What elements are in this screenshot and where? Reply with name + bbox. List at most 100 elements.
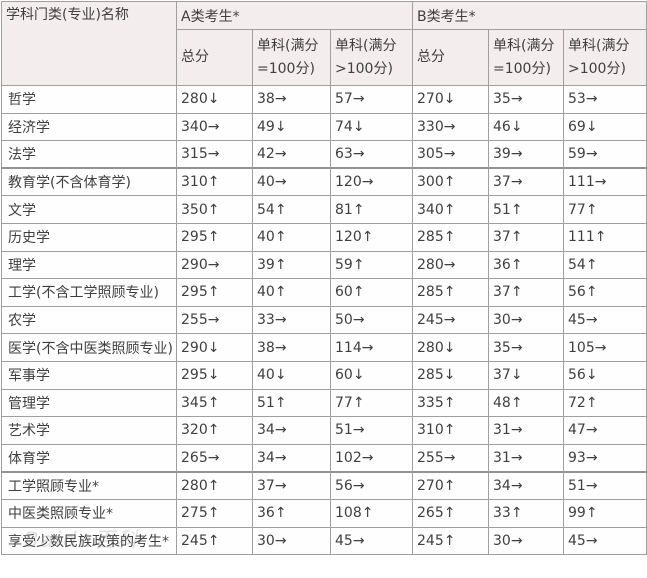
score-cell: 56↑: [563, 278, 647, 307]
score-cell: 69↓: [563, 112, 647, 142]
score-cell: 280↓: [412, 333, 490, 362]
score-cell: 37↓: [488, 360, 565, 390]
score-cell: 48↑: [488, 388, 565, 418]
score-cell: 51↑: [252, 388, 331, 418]
subject-name-cell: 工学照顾专业*: [1, 470, 177, 500]
table-row: 农学 255→ 33→ 50→ 245→ 30→ 45→: [1, 305, 647, 335]
score-cell: 53→: [563, 85, 647, 114]
score-cell: 39→: [488, 140, 565, 169]
score-cell: 275↑: [176, 498, 253, 528]
subject-name-cell: 管理学: [1, 388, 177, 418]
score-cell: 290→: [176, 250, 253, 280]
score-cell: 37↑: [488, 278, 565, 307]
header-subject-category: 学科门类(专业)名称: [1, 1, 177, 86]
score-cell: 305→: [412, 140, 490, 169]
score-cell: 50→: [329, 305, 414, 335]
score-cell: 295↑: [176, 222, 253, 252]
score-cell: 30→: [252, 526, 331, 556]
score-cell: 280↓: [176, 85, 253, 114]
score-cell: 72↑: [563, 388, 647, 418]
header-sub-row: 总分 单科(满分 =100分) 单科(满分 >100分) 总分 单科(满分 =1…: [2, 29, 647, 86]
score-cell: 77↑: [563, 195, 647, 224]
score-cell: 93→: [563, 443, 647, 473]
subject-name-cell: 工学(不含工学照顾专业): [1, 278, 177, 307]
header-b-single-100: 单科(满分 =100分): [488, 29, 565, 86]
header-a-total: 总分: [176, 29, 253, 86]
score-cell: 34→: [252, 416, 331, 445]
subject-name-cell: 农学: [1, 305, 177, 335]
score-cell: 45→: [563, 526, 647, 556]
table-row: 工学(不含工学照顾专业) 295↑ 40↑ 60↑ 285↑ 37↑ 56↑: [1, 278, 647, 307]
subject-name-cell: 经济学: [1, 112, 177, 142]
score-cell: 40↓: [252, 360, 331, 390]
score-cell: 108↑: [329, 498, 414, 528]
score-cell: 345↑: [176, 388, 253, 418]
score-cell: 265→: [176, 443, 253, 473]
table-row: 理学 290→ 39↑ 59↑ 280→ 36↑ 54↑: [1, 250, 647, 280]
score-cell: 40↑: [252, 278, 331, 307]
score-cell: 285↑: [412, 222, 490, 252]
subject-name-cell: 体育学: [1, 443, 177, 473]
score-cell: 37→: [252, 470, 331, 500]
score-cell: 270↓: [412, 85, 490, 114]
score-cell: 255→: [176, 305, 253, 335]
header-a-single-gt100: 单科(满分 >100分): [329, 29, 414, 86]
score-cell: 295↓: [176, 360, 253, 390]
score-cell: 310↑: [412, 416, 490, 445]
subject-name-cell: 文学: [1, 195, 177, 224]
score-cell: 245↑: [412, 526, 490, 556]
subject-name-cell: 艺术学: [1, 416, 177, 445]
score-cell: 38→: [252, 85, 331, 114]
score-cell: 265↑: [412, 498, 490, 528]
score-cell: 310↑: [176, 167, 253, 197]
score-cell: 31→: [488, 416, 565, 445]
score-cell: 63→: [329, 140, 414, 169]
score-cell: 280↑: [176, 470, 253, 500]
score-cell: 39↑: [252, 250, 331, 280]
score-cell: 38→: [252, 333, 331, 362]
table-row: 管理学 345↑ 51↑ 77↑ 335↑ 48↑ 72↑: [1, 388, 647, 418]
score-cell: 40→: [252, 167, 331, 197]
score-cell: 270↑: [412, 470, 490, 500]
score-cell: 245↑: [176, 526, 253, 556]
table-row: 军事学 295↓ 40↓ 60↓ 285↓ 37↓ 56↓: [1, 360, 647, 390]
table-row: 哲学 280↓ 38→ 57→ 270↓ 35→ 53→: [1, 85, 647, 114]
header-group-row: 学科门类(专业)名称 A类考生* B类考生*: [1, 1, 647, 86]
score-cell: 81↑: [329, 195, 414, 224]
score-cell: 111→: [563, 167, 647, 197]
score-cell: 45→: [563, 305, 647, 335]
score-cell: 59↑: [329, 250, 414, 280]
score-cell: 40↑: [252, 222, 331, 252]
subject-name-cell: 享受少数民族政策的考生*: [1, 526, 177, 556]
header-a-single-100: 单科(满分 =100分): [252, 29, 331, 86]
score-cell: 33↑: [488, 498, 565, 528]
score-cell: 51→: [329, 416, 414, 445]
score-cell: 54↑: [252, 195, 331, 224]
score-cell: 46↓: [488, 112, 565, 142]
score-cell: 285↑: [412, 278, 490, 307]
score-cell: 59→: [563, 140, 647, 169]
score-cell: 340→: [176, 112, 253, 142]
score-cell: 31→: [488, 443, 565, 473]
subject-name-cell: 历史学: [1, 222, 177, 252]
header-b-single-gt100: 单科(满分 >100分): [563, 29, 647, 86]
table-row: 工学照顾专业* 280↑ 37→ 56→ 270↑ 34→ 51→: [1, 470, 647, 500]
score-cell: 34→: [488, 470, 565, 500]
score-cell: 35→: [488, 85, 565, 114]
score-cell: 36↑: [252, 498, 331, 528]
subject-name-cell: 法学: [1, 140, 177, 169]
table-row: 体育学 265→ 34→ 102→ 255→ 31→ 93→: [1, 443, 647, 473]
score-cell: 33→: [252, 305, 331, 335]
score-cell: 30→: [488, 526, 565, 556]
score-cell: 111↑: [563, 222, 647, 252]
subject-name-cell: 哲学: [1, 85, 177, 114]
score-cell: 57→: [329, 85, 414, 114]
subject-name-cell: 医学(不含中医类照顾专业): [1, 333, 177, 362]
score-cell: 51→: [563, 470, 647, 500]
score-cell: 330→: [412, 112, 490, 142]
score-cell: 45→: [329, 526, 414, 556]
score-cell: 280→: [412, 250, 490, 280]
score-cell: 54↑: [563, 250, 647, 280]
score-cell: 245→: [412, 305, 490, 335]
score-cell: 105→: [563, 333, 647, 362]
